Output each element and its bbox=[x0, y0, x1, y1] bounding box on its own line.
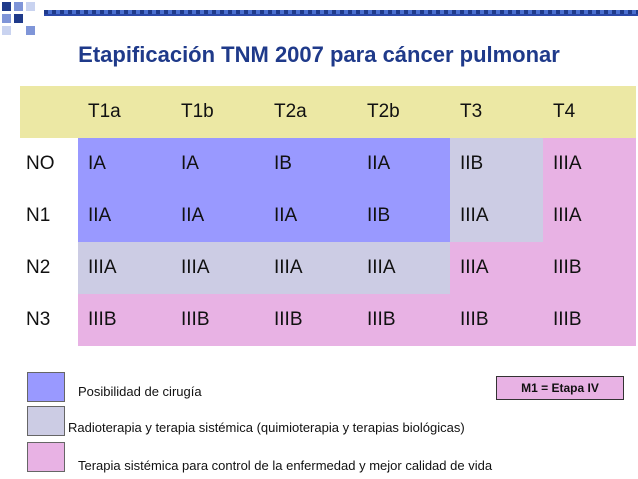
table-header-row: T1a T1b T2a T2b T3 T4 bbox=[20, 86, 636, 138]
stage-cell: IIB bbox=[357, 190, 450, 242]
table-row: NO IA IA IB IIA IIB IIIA bbox=[20, 138, 636, 190]
table-row: N1 IIA IIA IIA IIB IIIA IIIA bbox=[20, 190, 636, 242]
stage-cell: IIA bbox=[78, 190, 171, 242]
column-header: T2b bbox=[357, 86, 450, 138]
table-corner-cell bbox=[20, 86, 78, 138]
stage-cell: IIIA bbox=[171, 242, 264, 294]
stage-cell: IA bbox=[78, 138, 171, 190]
column-header: T4 bbox=[543, 86, 636, 138]
corner-decoration bbox=[0, 0, 44, 40]
stage-cell: IIIB bbox=[357, 294, 450, 346]
stage-cell: IIIA bbox=[264, 242, 357, 294]
stage-cell: IB bbox=[264, 138, 357, 190]
legend-swatch-surgery bbox=[27, 372, 65, 402]
stage-cell: IIA bbox=[171, 190, 264, 242]
row-header: N1 bbox=[20, 190, 78, 242]
stage-cell: IIIB bbox=[78, 294, 171, 346]
legend-swatch-radiotherapy bbox=[27, 406, 65, 436]
legend-label-surgery: Posibilidad de cirugía bbox=[78, 384, 202, 399]
stage-cell: IIIB bbox=[543, 242, 636, 294]
stage-cell: IIIB bbox=[543, 294, 636, 346]
stage-cell: IIIB bbox=[171, 294, 264, 346]
m1-stage-note: M1 = Etapa IV bbox=[496, 376, 624, 400]
legend-label-radiotherapy: Radioterapia y terapia sistémica (quimio… bbox=[68, 420, 465, 435]
header-stripe bbox=[44, 10, 638, 14]
row-header: N2 bbox=[20, 242, 78, 294]
stage-cell: IIIA bbox=[450, 242, 543, 294]
legend-swatch-systemic bbox=[27, 442, 65, 472]
stage-cell: IIIB bbox=[264, 294, 357, 346]
stage-cell: IIIA bbox=[543, 190, 636, 242]
stage-cell: IA bbox=[171, 138, 264, 190]
stage-cell: IIB bbox=[450, 138, 543, 190]
tnm-staging-table: T1a T1b T2a T2b T3 T4 NO IA IA IB IIA II… bbox=[20, 86, 636, 346]
page-title: Etapificación TNM 2007 para cáncer pulmo… bbox=[78, 42, 560, 67]
row-header: NO bbox=[20, 138, 78, 190]
header-stripe-line bbox=[44, 14, 638, 16]
stage-cell: IIA bbox=[264, 190, 357, 242]
stage-cell: IIIB bbox=[450, 294, 543, 346]
stage-cell: IIIA bbox=[543, 138, 636, 190]
table-row: N3 IIIB IIIB IIIB IIIB IIIB IIIB bbox=[20, 294, 636, 346]
stage-cell: IIIA bbox=[78, 242, 171, 294]
column-header: T3 bbox=[450, 86, 543, 138]
stage-cell: IIA bbox=[357, 138, 450, 190]
legend-label-systemic: Terapia sistémica para control de la enf… bbox=[78, 458, 493, 473]
column-header: T1b bbox=[171, 86, 264, 138]
stage-cell: IIIA bbox=[357, 242, 450, 294]
stage-cell: IIIA bbox=[450, 190, 543, 242]
row-header: N3 bbox=[20, 294, 78, 346]
column-header: T1a bbox=[78, 86, 171, 138]
table-row: N2 IIIA IIIA IIIA IIIA IIIA IIIB bbox=[20, 242, 636, 294]
column-header: T2a bbox=[264, 86, 357, 138]
